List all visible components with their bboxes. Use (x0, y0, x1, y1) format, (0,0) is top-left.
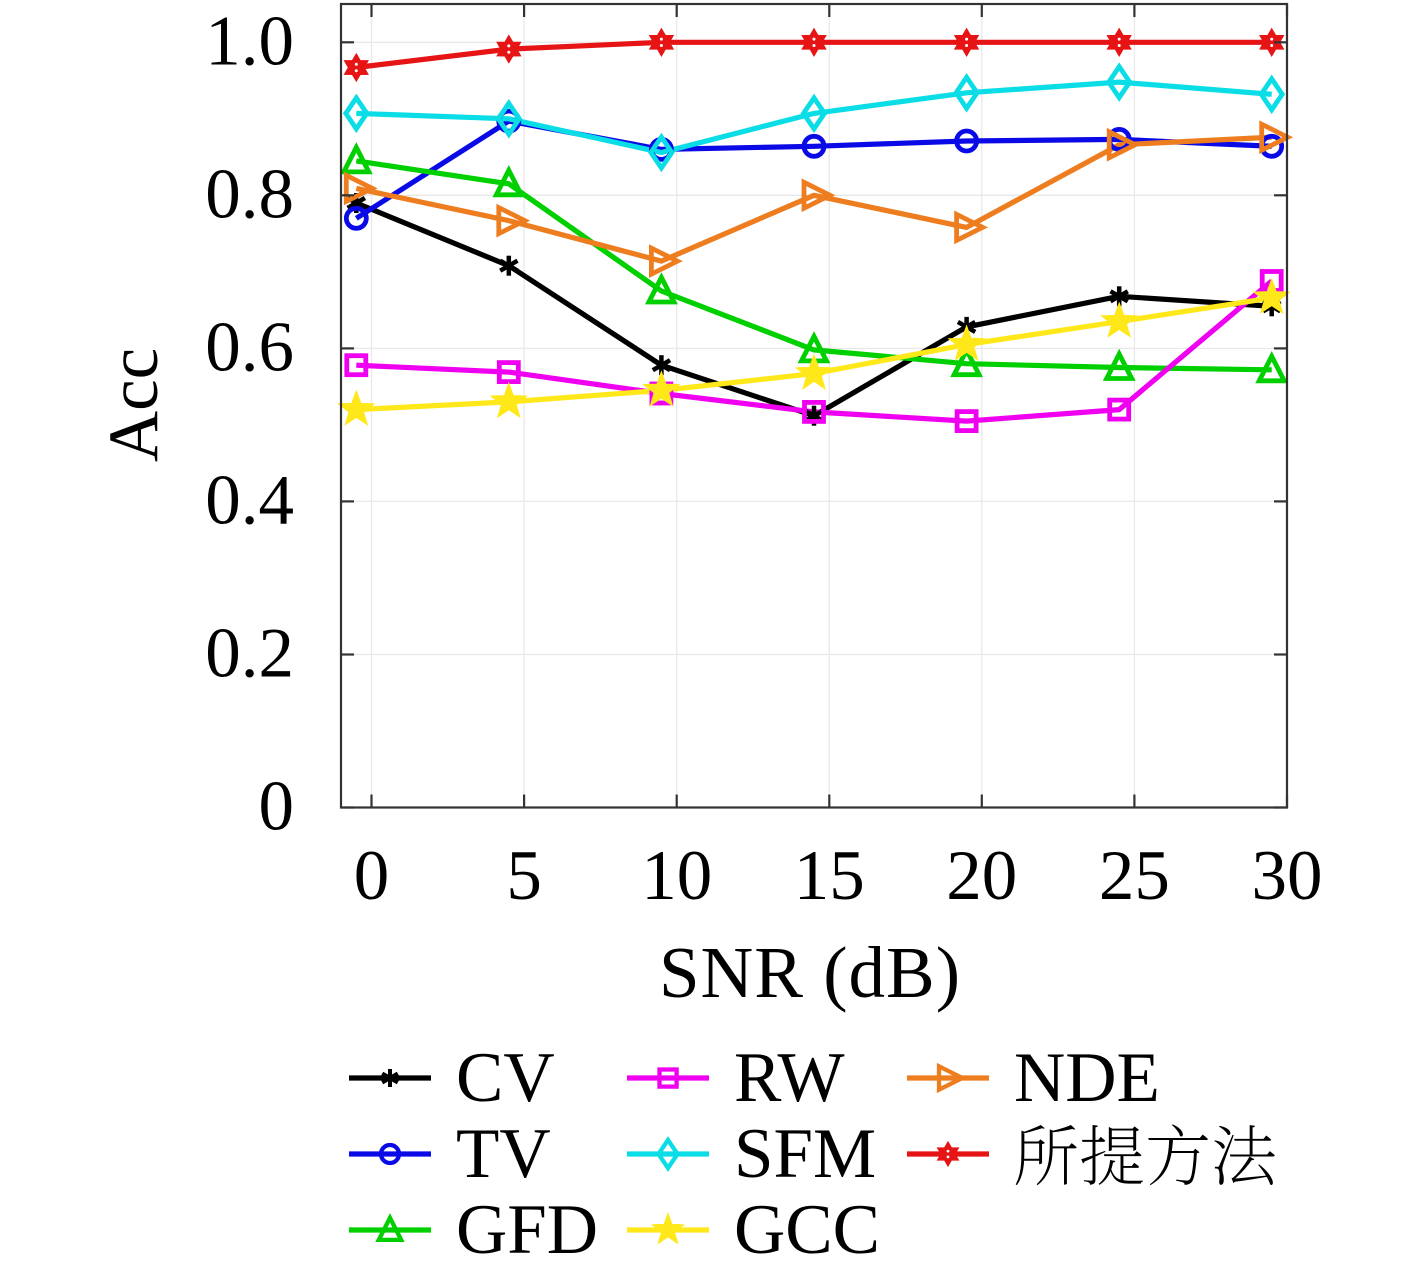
svg-text:NDE: NDE (1014, 1039, 1160, 1117)
svg-text:0.4: 0.4 (205, 461, 294, 539)
svg-text:30: 30 (1252, 837, 1323, 915)
svg-text:GCC: GCC (734, 1191, 880, 1269)
svg-text:SFM: SFM (734, 1115, 876, 1193)
svg-text:0.2: 0.2 (205, 615, 294, 693)
svg-text:SNR (dB): SNR (dB) (659, 932, 961, 1013)
svg-text:Acc: Acc (95, 348, 173, 462)
svg-text:25: 25 (1099, 837, 1170, 915)
svg-text:TV: TV (456, 1115, 551, 1193)
svg-text:10: 10 (641, 837, 712, 915)
svg-text:5: 5 (506, 837, 542, 915)
svg-text:20: 20 (946, 837, 1017, 915)
svg-text:1.0: 1.0 (205, 2, 294, 80)
svg-text:15: 15 (794, 837, 865, 915)
svg-text:0: 0 (354, 837, 390, 915)
svg-text:CV: CV (456, 1039, 555, 1117)
svg-text:GFD: GFD (456, 1191, 598, 1269)
svg-text:0: 0 (259, 768, 295, 846)
svg-text:RW: RW (734, 1039, 844, 1117)
svg-text:0.6: 0.6 (205, 308, 294, 386)
svg-text:0.8: 0.8 (205, 155, 294, 233)
